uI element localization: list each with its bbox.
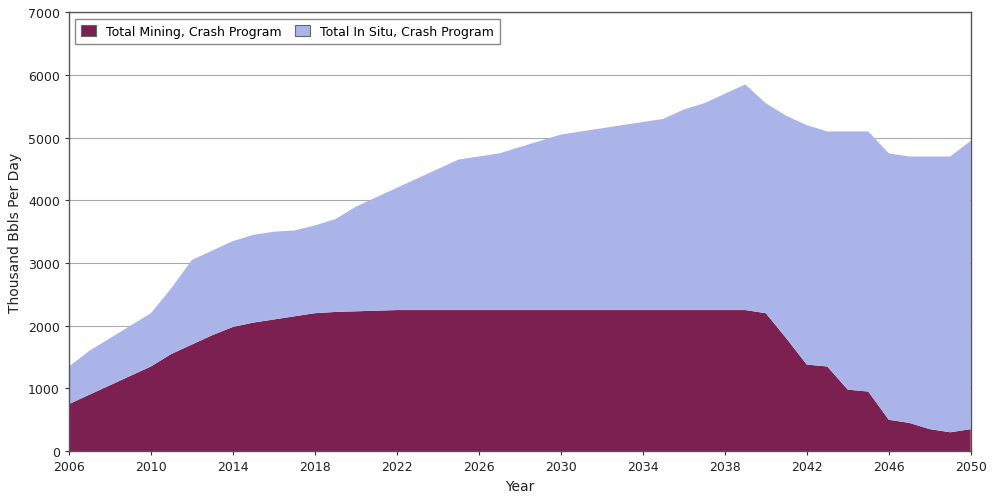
Legend: Total Mining, Crash Program, Total In Situ, Crash Program: Total Mining, Crash Program, Total In Si… (76, 20, 499, 45)
X-axis label: Year: Year (505, 479, 534, 492)
Y-axis label: Thousand Bbls Per Day: Thousand Bbls Per Day (8, 152, 22, 312)
